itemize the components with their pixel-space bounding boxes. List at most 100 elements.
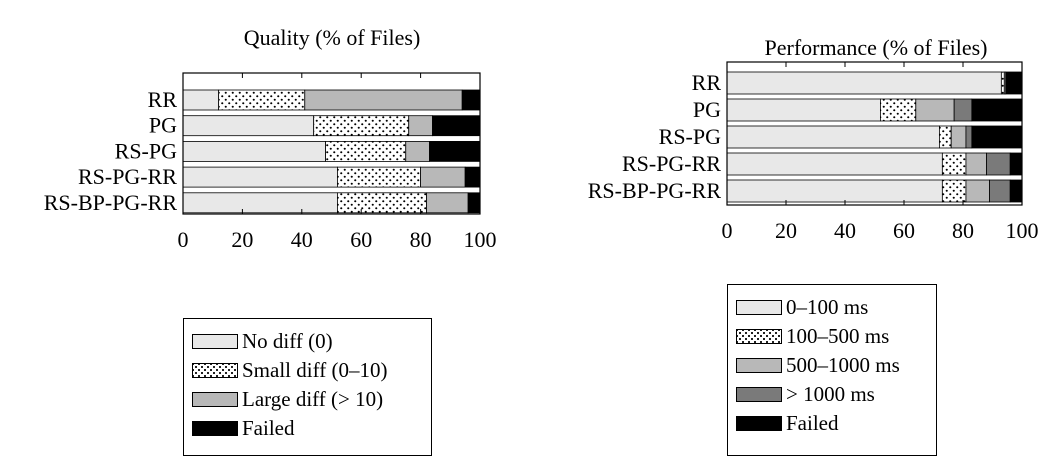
quality-chart: Quality (% of Files) RRPGRS-PGRS-PG-RRRS… (44, 25, 497, 252)
performance-bar-rs-bp-pg-rr-failed (1009, 179, 1023, 203)
performance-plot-frame (726, 61, 1023, 206)
performance-bar-rs-pg-rr-0-100-ms (726, 152, 943, 176)
performance-bar-rs-pg-rr-500-1000-ms (965, 152, 988, 176)
performance-legend-label-500-1000-ms: 500–1000 ms (786, 353, 900, 377)
quality-legend-label-large-diff-10: Large diff (> 10) (242, 387, 384, 411)
performance-bar-rs-pg-1000-ms (965, 125, 973, 149)
performance-legend-label-failed: Failed (786, 411, 839, 435)
quality-bar-rs-bp-pg-rr-failed (467, 192, 481, 214)
performance-bar-rs-bp-pg-rr-1000-ms (989, 179, 1011, 203)
performance-legend-item-500-1000-ms: 500–1000 ms (736, 351, 926, 380)
quality-bar-rr-small-diff-0-10 (218, 89, 306, 111)
performance-chart: Performance (% of Files) RRPGRS-PGRS-PG-… (588, 35, 1039, 243)
quality-category-label-rs-bp-pg-rr: RS-BP-PG-RR (44, 190, 178, 215)
performance-bar-pg-500-1000-ms (915, 98, 955, 122)
quality-category-label-rs-pg: RS-PG (115, 138, 177, 163)
performance-tick-label-100: 100 (1006, 218, 1039, 243)
quality-bar-rr-no-diff-0 (182, 89, 220, 111)
quality-bar-rs-pg-small-diff-0-10 (325, 140, 407, 162)
performance-legend-label-1000-ms: > 1000 ms (786, 382, 875, 406)
quality-legend-item-failed: Failed (192, 414, 421, 443)
performance-legend-swatch-0-100-ms (736, 300, 782, 315)
quality-x-axis: 0 20 40 60 80 100 (178, 73, 497, 252)
performance-bar-rs-pg-rr-100-500-ms (941, 152, 967, 176)
performance-legend-item-0-100-ms: 0–100 ms (736, 293, 926, 322)
quality-legend-item-small-diff-0-10: Small diff (0–10) (192, 356, 421, 385)
quality-legend-item-large-diff-10: Large diff (> 10) (192, 385, 421, 414)
performance-bar-pg-failed (971, 98, 1023, 122)
quality-category-label-pg: PG (149, 113, 177, 138)
performance-category-label-rs-pg-rr: RS-PG-RR (622, 151, 721, 176)
performance-category-label-rr: RR (692, 70, 722, 95)
quality-bar-rs-pg-rr-large-diff-10 (420, 166, 466, 188)
performance-bar-rr-failed (1005, 71, 1023, 95)
quality-tick-label-100: 100 (464, 227, 497, 252)
performance-legend-swatch-100-500-ms (736, 329, 782, 344)
quality-bar-rs-pg-no-diff-0 (182, 140, 326, 162)
quality-bar-rs-pg-rr-no-diff-0 (182, 166, 338, 188)
performance-legend: 0–100 ms 100–500 ms 500–1000 ms > 1000 ms Fa… (727, 284, 937, 456)
performance-bar-rs-bp-pg-rr-0-100-ms (726, 179, 943, 203)
quality-legend-label-no-diff-0: No diff (0) (242, 329, 333, 353)
quality-legend-item-no-diff-0: No diff (0) (192, 327, 421, 356)
performance-bar-rs-pg-100-500-ms (939, 125, 952, 149)
quality-bar-rs-bp-pg-rr-no-diff-0 (182, 192, 338, 214)
performance-category-label-rs-pg: RS-PG (659, 124, 721, 149)
quality-tick-label-80: 80 (410, 227, 432, 252)
performance-bar-rs-pg-0-100-ms (726, 125, 940, 149)
quality-legend-label-failed: Failed (242, 416, 295, 440)
performance-legend-swatch-1000-ms (736, 387, 782, 402)
quality-bar-pg-failed (432, 115, 481, 137)
performance-bar-rs-pg-rr-failed (1009, 152, 1023, 176)
performance-x-axis: 0 20 40 60 80 100 (722, 62, 1039, 243)
quality-bar-pg-small-diff-0-10 (313, 115, 410, 137)
quality-legend-swatch-small-diff-0-10 (192, 363, 238, 378)
performance-legend-swatch-500-1000-ms (736, 358, 782, 373)
quality-bar-rs-pg-rr-failed (464, 166, 481, 188)
quality-legend-swatch-large-diff-10 (192, 392, 238, 407)
performance-category-label-rs-bp-pg-rr: RS-BP-PG-RR (588, 178, 722, 203)
performance-bar-rs-bp-pg-rr-500-1000-ms (965, 179, 990, 203)
quality-tick-label-40: 40 (291, 227, 313, 252)
performance-bar-rr-100-500-ms (1000, 71, 1005, 95)
performance-bar-pg-1000-ms (953, 98, 973, 122)
performance-tick-label-60: 60 (893, 218, 915, 243)
quality-category-label-rr: RR (148, 87, 178, 112)
quality-bar-rs-bp-pg-rr-large-diff-10 (426, 192, 469, 214)
quality-plot-frame (182, 72, 481, 215)
quality-legend-label-small-diff-0-10: Small diff (0–10) (242, 358, 388, 382)
performance-legend-item-1000-ms: > 1000 ms (736, 380, 926, 409)
performance-bars (726, 71, 1023, 203)
performance-legend-swatch-failed (736, 416, 782, 431)
quality-category-label-rs-pg-rr: RS-PG-RR (78, 164, 177, 189)
quality-bar-rr-large-diff-10 (304, 89, 463, 111)
quality-tick-label-60: 60 (350, 227, 372, 252)
quality-chart-title: Quality (% of Files) (244, 25, 421, 50)
performance-bar-pg-0-100-ms (726, 98, 881, 122)
quality-bar-rs-pg-rr-small-diff-0-10 (337, 166, 422, 188)
performance-bar-rs-bp-pg-rr-100-500-ms (941, 179, 967, 203)
quality-bar-pg-no-diff-0 (182, 115, 315, 137)
performance-legend-label-100-500-ms: 100–500 ms (786, 324, 890, 348)
performance-legend-item-100-500-ms: 100–500 ms (736, 322, 926, 351)
performance-tick-label-20: 20 (775, 218, 797, 243)
quality-legend: No diff (0) Small diff (0–10) Large diff (… (183, 318, 432, 456)
performance-chart-title: Performance (% of Files) (765, 35, 988, 60)
quality-bar-rr-failed (461, 89, 481, 111)
performance-tick-label-0: 0 (722, 218, 733, 243)
performance-legend-label-0-100-ms: 0–100 ms (786, 295, 869, 319)
performance-bar-rs-pg-500-1000-ms (950, 125, 967, 149)
performance-category-label-pg: PG (693, 97, 721, 122)
performance-legend-item-failed: Failed (736, 409, 926, 438)
performance-bar-rs-pg-failed (971, 125, 1023, 149)
quality-bars (182, 89, 481, 214)
quality-tick-label-20: 20 (231, 227, 253, 252)
performance-tick-label-40: 40 (834, 218, 856, 243)
performance-bar-pg-100-500-ms (880, 98, 917, 122)
performance-bar-rr-0-100-ms (726, 71, 1002, 95)
quality-tick-label-0: 0 (178, 227, 189, 252)
quality-bar-rs-pg-failed (429, 140, 481, 162)
